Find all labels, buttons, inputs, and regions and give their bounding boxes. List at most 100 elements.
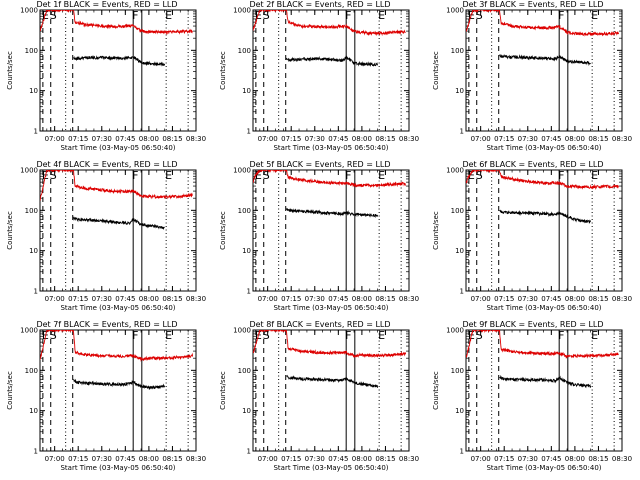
x-tick-label: 07:30: [518, 295, 538, 303]
x-tick-label: 08:30: [399, 295, 419, 303]
y-axis-label: Counts/sec: [432, 371, 440, 410]
x-tick-label: 08:00: [352, 455, 372, 463]
y-tick-label: 10: [455, 407, 464, 415]
marker-label: E: [378, 169, 385, 182]
marker-label: F: [345, 9, 351, 22]
x-axis-label: Start Time (03-May-05 06:50:40): [486, 304, 601, 312]
series-line-lld: [40, 10, 193, 36]
series-line-events: [499, 374, 592, 389]
marker-label: F: [345, 329, 351, 342]
series-line-events: [286, 374, 379, 388]
x-tick-label: 07:30: [92, 135, 112, 143]
x-tick-label: 08:30: [186, 295, 206, 303]
marker-label: E: [468, 169, 475, 182]
x-tick-label: 08:15: [588, 455, 608, 463]
plot-frame: [252, 169, 410, 292]
y-tick-label: 1000: [20, 327, 38, 335]
x-tick-label: 08:00: [352, 295, 372, 303]
marker-label: S: [263, 329, 270, 342]
y-axis-label: Counts/sec: [219, 211, 227, 250]
chart-title: Det 2f BLACK = Events, RED = LLD: [249, 0, 390, 9]
plot-frame: [39, 9, 197, 132]
y-tick-label: 10: [455, 87, 464, 95]
y-tick-label: 10: [242, 87, 251, 95]
x-tick-label: 07:00: [45, 295, 65, 303]
y-tick-label: 1000: [233, 7, 251, 15]
series-line-events: [286, 207, 379, 219]
x-axis-label: Start Time (03-May-05 06:50:40): [60, 304, 175, 312]
series-line-lld: [253, 330, 407, 359]
y-tick-label: 100: [451, 207, 464, 215]
x-axis-label: Start Time (03-May-05 06:50:40): [60, 464, 175, 472]
chart-title: Det 6f BLACK = Events, RED = LLD: [462, 160, 603, 169]
marker-label: F: [558, 9, 564, 22]
series-line-events: [73, 378, 166, 391]
marker-label: F: [345, 169, 351, 182]
chart-panel-7: Det 7f BLACK = Events, RED = LLD 1 10 100 10…: [6, 320, 206, 472]
x-axis-label: Start Time (03-May-05 06:50:40): [273, 304, 388, 312]
y-tick-label: 1: [460, 288, 464, 296]
marker-label: S: [50, 329, 57, 342]
x-tick-label: 08:00: [565, 455, 585, 463]
chart-title: Det 8f BLACK = Events, RED = LLD: [249, 320, 390, 329]
x-tick-label: 07:45: [328, 135, 348, 143]
x-tick-label: 07:15: [281, 135, 301, 143]
chart-title: Det 1f BLACK = Events, RED = LLD: [36, 0, 177, 9]
series-line-lld: [253, 170, 406, 189]
series-line-lld: [40, 330, 194, 362]
chart-title: Det 4f BLACK = Events, RED = LLD: [36, 160, 177, 169]
chart-panel-5: Det 5f BLACK = Events, RED = LLD 1 10 100 10…: [219, 160, 419, 312]
chart-panel-3: Det 3f BLACK = Events, RED = LLD 1 10 100 10…: [432, 0, 632, 152]
x-tick-label: 08:00: [565, 295, 585, 303]
y-tick-label: 100: [25, 47, 38, 55]
chart-panel-1: Det 1f BLACK = Events, RED = LLD 1 10 100 10…: [6, 0, 206, 152]
x-tick-label: 07:00: [471, 295, 491, 303]
marker-label: E: [378, 9, 385, 22]
x-tick-label: 07:30: [518, 135, 538, 143]
x-tick-label: 08:00: [352, 135, 372, 143]
marker-label: F: [558, 169, 564, 182]
y-tick-label: 1: [247, 448, 251, 456]
x-tick-label: 08:00: [565, 135, 585, 143]
plot-frame: [39, 329, 197, 452]
x-tick-label: 07:30: [92, 295, 112, 303]
plot-frame: [252, 329, 410, 452]
x-tick-label: 07:00: [258, 135, 278, 143]
y-tick-label: 100: [25, 367, 38, 375]
marker-label: F: [558, 329, 564, 342]
x-axis-label: Start Time (03-May-05 06:50:40): [60, 144, 175, 152]
marker-label: E: [591, 329, 598, 342]
marker-label: E: [165, 329, 172, 342]
x-tick-label: 07:00: [258, 295, 278, 303]
series-line-events: [499, 209, 592, 224]
y-tick-label: 1000: [20, 7, 38, 15]
marker-label: S: [263, 169, 270, 182]
x-tick-label: 08:15: [588, 135, 608, 143]
marker-label: F: [132, 329, 138, 342]
x-tick-label: 07:45: [115, 135, 135, 143]
y-tick-label: 1: [247, 128, 251, 136]
series-line-events: [499, 53, 591, 66]
y-axis-label: Counts/sec: [432, 211, 440, 250]
x-tick-label: 08:00: [139, 135, 159, 143]
y-tick-label: 1: [460, 448, 464, 456]
x-axis-label: Start Time (03-May-05 06:50:40): [486, 464, 601, 472]
x-tick-label: 07:30: [305, 135, 325, 143]
x-tick-label: 08:15: [375, 295, 395, 303]
x-tick-label: 08:30: [399, 135, 419, 143]
y-tick-label: 100: [238, 47, 251, 55]
series-line-lld: [40, 170, 194, 202]
x-tick-label: 07:45: [115, 455, 135, 463]
series-line-lld: [466, 170, 620, 190]
x-axis-label: Start Time (03-May-05 06:50:40): [273, 144, 388, 152]
x-tick-label: 07:00: [471, 135, 491, 143]
x-tick-label: 07:15: [494, 295, 514, 303]
marker-label: S: [476, 329, 483, 342]
plot-frame: [465, 9, 623, 132]
x-tick-label: 08:00: [139, 455, 159, 463]
x-tick-label: 07:00: [258, 455, 278, 463]
y-axis-label: Counts/sec: [432, 51, 440, 90]
y-tick-label: 10: [29, 247, 38, 255]
x-tick-label: 08:30: [612, 455, 632, 463]
